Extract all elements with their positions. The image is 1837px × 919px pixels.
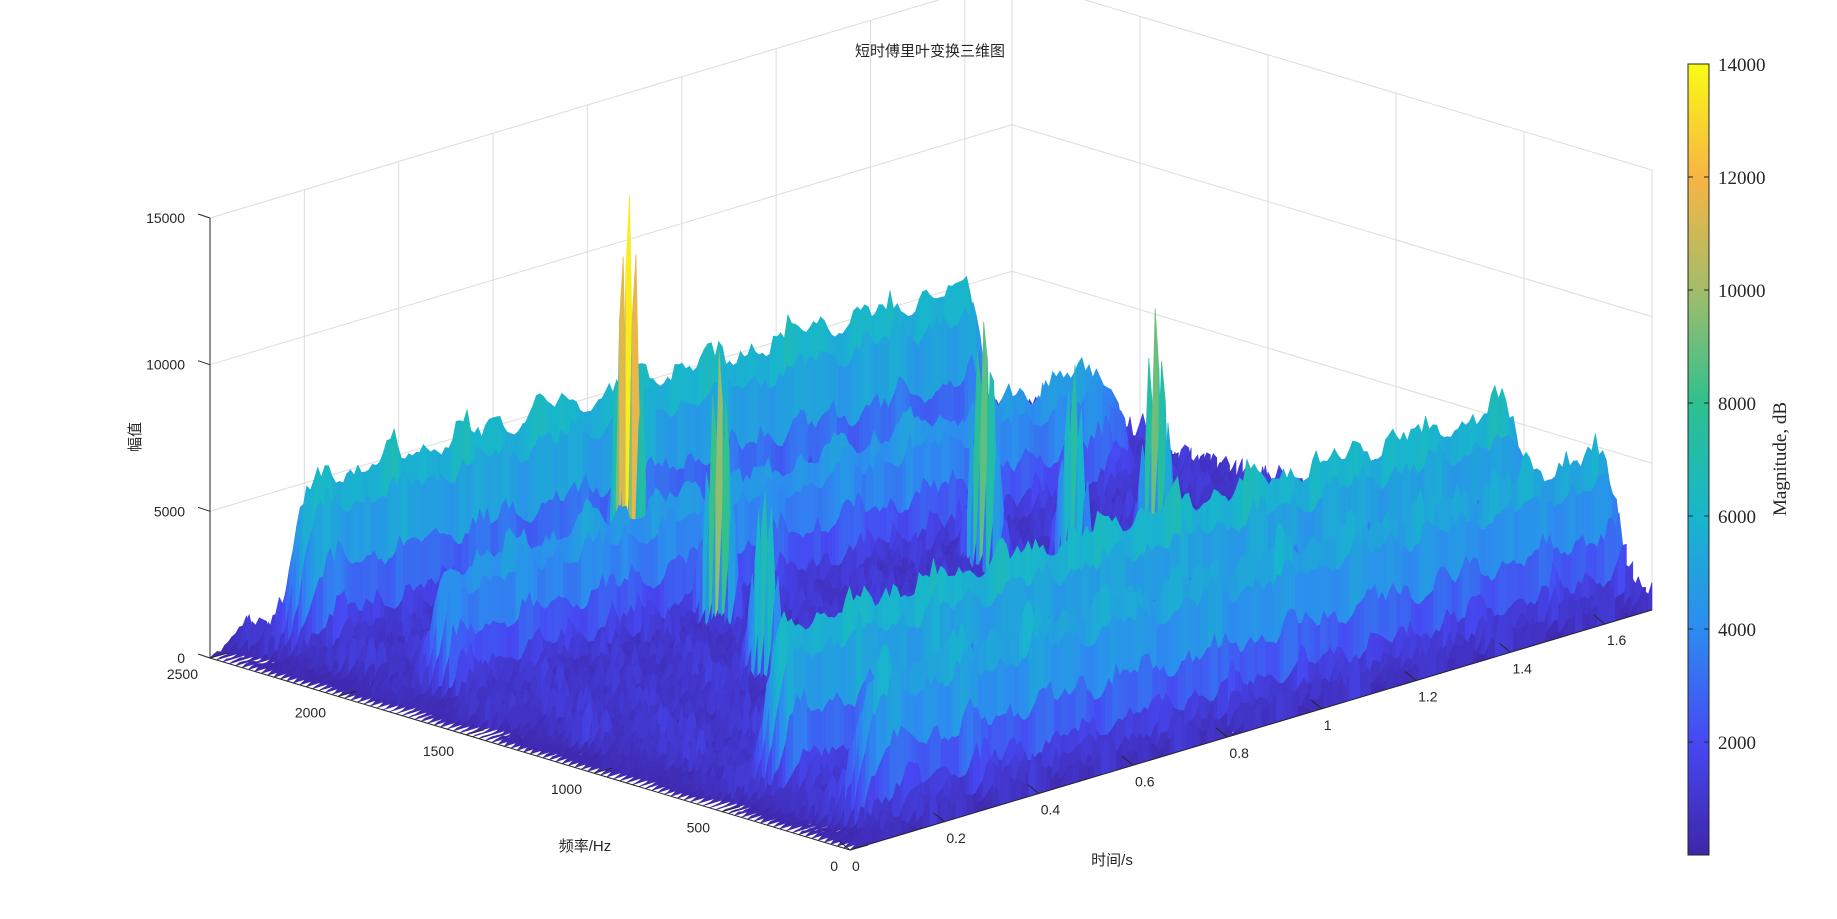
surface-cell (236, 657, 241, 663)
surface-cell (280, 675, 285, 680)
surface-cell (235, 662, 240, 666)
surface-cell (267, 670, 272, 676)
surface-cell (241, 663, 246, 668)
surface-cell (292, 678, 298, 684)
surface-cell (305, 682, 310, 688)
surface-cell (312, 685, 317, 689)
surface-cell (322, 685, 327, 690)
surface-cell (220, 644, 225, 656)
surface-cell (242, 660, 247, 664)
surface-cell (239, 657, 245, 661)
surface-cell (226, 658, 231, 662)
surface-cell (223, 653, 228, 659)
grid-line-z (209, 124, 1653, 366)
surface-cell (328, 686, 333, 692)
surface-cell (299, 681, 304, 686)
surface-cell (261, 663, 267, 670)
surface-cell (216, 656, 221, 661)
surface-cell (249, 660, 254, 666)
surface-cell (322, 675, 328, 686)
surface-cell (350, 696, 355, 701)
surface-cell (261, 669, 266, 674)
surface-cell (238, 661, 244, 666)
surface-plot (209, 195, 1653, 851)
surface-cell (268, 665, 273, 672)
surface-cell (344, 695, 349, 699)
surface-cell (232, 659, 237, 664)
surface-cell (248, 665, 253, 670)
grid-line-z (209, 0, 1653, 219)
surface-cell (224, 641, 229, 655)
surface-cell (357, 690, 363, 699)
surface-cell (250, 644, 255, 658)
surface-cell (325, 689, 330, 693)
surface-cell (316, 676, 321, 684)
surface-cell (219, 655, 224, 660)
surface-cell (229, 656, 234, 661)
surface-cell (315, 683, 321, 689)
surface-cell (222, 658, 227, 663)
surface-cell (256, 659, 261, 664)
